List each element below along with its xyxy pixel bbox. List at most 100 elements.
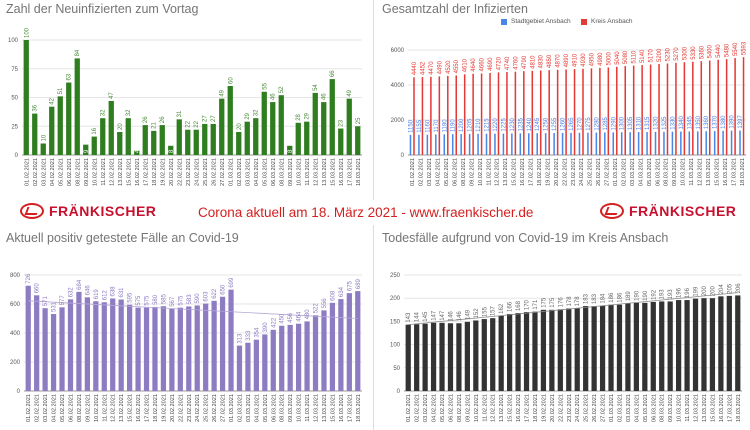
data-label: 200: [702, 286, 708, 297]
x-tick-label: 18.02.2021: [153, 394, 159, 422]
data-label: 480: [305, 309, 311, 320]
bar: [532, 311, 538, 391]
bar: [244, 121, 250, 155]
bar: [430, 76, 432, 155]
data-label: 1397: [738, 115, 744, 129]
bar: [355, 126, 361, 155]
bar: [548, 70, 550, 155]
bar: [447, 323, 454, 391]
data-label: 1200: [459, 118, 465, 132]
bar: [245, 342, 251, 391]
bar: [312, 315, 319, 391]
data-label: 4910: [573, 53, 579, 67]
trendline: [28, 300, 358, 319]
x-tick-label: 10.02.2021: [478, 158, 484, 186]
data-label: 199: [694, 286, 700, 297]
data-label: 175: [550, 297, 556, 308]
data-label: 183: [592, 293, 598, 304]
bar: [253, 118, 259, 155]
bar: [194, 305, 200, 391]
x-tick-label: 18.03.2021: [356, 158, 362, 186]
data-label: 354: [254, 327, 260, 338]
bar: [507, 313, 513, 391]
data-label: 147: [440, 310, 446, 321]
bar: [544, 133, 547, 155]
data-label: 146: [457, 311, 463, 322]
bar: [42, 308, 48, 391]
data-label: 5360: [699, 45, 705, 59]
data-label: 4810: [530, 55, 536, 69]
bar: [642, 302, 648, 391]
bar: [481, 319, 487, 391]
data-label: 49: [347, 89, 353, 96]
bar: [321, 310, 327, 391]
x-tick-label: 12.02.2021: [495, 158, 501, 186]
logo-text: FRÄNKISCHER: [629, 203, 737, 219]
bar: [142, 125, 148, 155]
x-tick-label: 19.02.2021: [541, 394, 547, 422]
data-label: 176: [558, 297, 564, 308]
bar: [649, 64, 652, 155]
bar: [616, 304, 623, 391]
bar: [515, 313, 521, 391]
bar: [599, 67, 601, 155]
bar: [523, 312, 530, 391]
x-tick-label: 16.03.2021: [719, 394, 725, 422]
chart-new-infections: 0 25 50 75 100 01.02.2021 02.02.2021 03.02.2021…: [0, 0, 372, 200]
data-label: 32: [254, 109, 260, 116]
data-label: 5300: [682, 46, 688, 60]
bar: [676, 300, 682, 391]
data-label: 23: [339, 119, 345, 126]
x-tick-label: 24.02.2021: [579, 158, 585, 186]
bar: [587, 132, 589, 155]
x-tick-label: 13.02.2021: [118, 158, 124, 186]
x-tick-label: 25.02.2021: [588, 158, 594, 186]
x-tick-label: 08.03.2021: [279, 158, 285, 186]
data-label: 8: [288, 149, 294, 153]
bar: [270, 329, 276, 391]
x-tick-label: 27.02.2021: [601, 394, 607, 422]
bar: [608, 304, 614, 391]
bar: [683, 62, 686, 155]
x-tick-label: 13.02.2021: [119, 394, 125, 422]
data-label: 575: [136, 295, 142, 306]
data-label: 5400: [708, 44, 714, 58]
bar: [287, 145, 293, 155]
x-tick-label: 17.03.2021: [347, 394, 353, 422]
bar: [185, 129, 191, 155]
bar: [464, 321, 470, 391]
data-label: 200: [710, 286, 716, 297]
x-tick-label: 18.03.2021: [736, 394, 742, 422]
x-tick-label: 11.03.2021: [305, 158, 311, 186]
bar: [50, 314, 57, 391]
x-tick-label: 11.02.2021: [482, 394, 488, 422]
data-label: 1290: [611, 116, 617, 130]
bar: [25, 285, 31, 391]
bar: [262, 334, 268, 391]
x-tick-label: 01.02.2021: [406, 394, 412, 422]
data-label: 5080: [623, 50, 629, 64]
x-tick-label: 19.02.2021: [161, 394, 167, 422]
bar: [287, 324, 293, 391]
data-label: 646: [85, 285, 91, 296]
bar: [658, 64, 660, 155]
x-tick-label: 03.03.2021: [246, 394, 252, 422]
x-tick-label: 18.03.2021: [356, 394, 362, 422]
bar: [329, 79, 335, 155]
bar: [296, 323, 302, 391]
data-label: 1350: [696, 115, 702, 129]
x-tick-label: 10.02.2021: [474, 394, 480, 422]
logo-icon: [20, 203, 44, 219]
chart-title: Zahl der Neuinfizierten zum Vortag: [6, 2, 199, 16]
x-tick-label: 01.02.2021: [26, 394, 32, 422]
bar: [498, 315, 504, 391]
x-tick-label: 13.03.2021: [702, 394, 708, 422]
data-label: 63: [67, 73, 73, 80]
bar: [40, 143, 46, 155]
data-label: 5200: [657, 48, 663, 62]
data-label: 22: [186, 120, 192, 127]
data-label: 206: [736, 283, 742, 294]
x-tick-label: 15.02.2021: [126, 158, 132, 186]
data-label: 29: [305, 112, 311, 119]
x-tick-label: 05.03.2021: [262, 158, 268, 186]
